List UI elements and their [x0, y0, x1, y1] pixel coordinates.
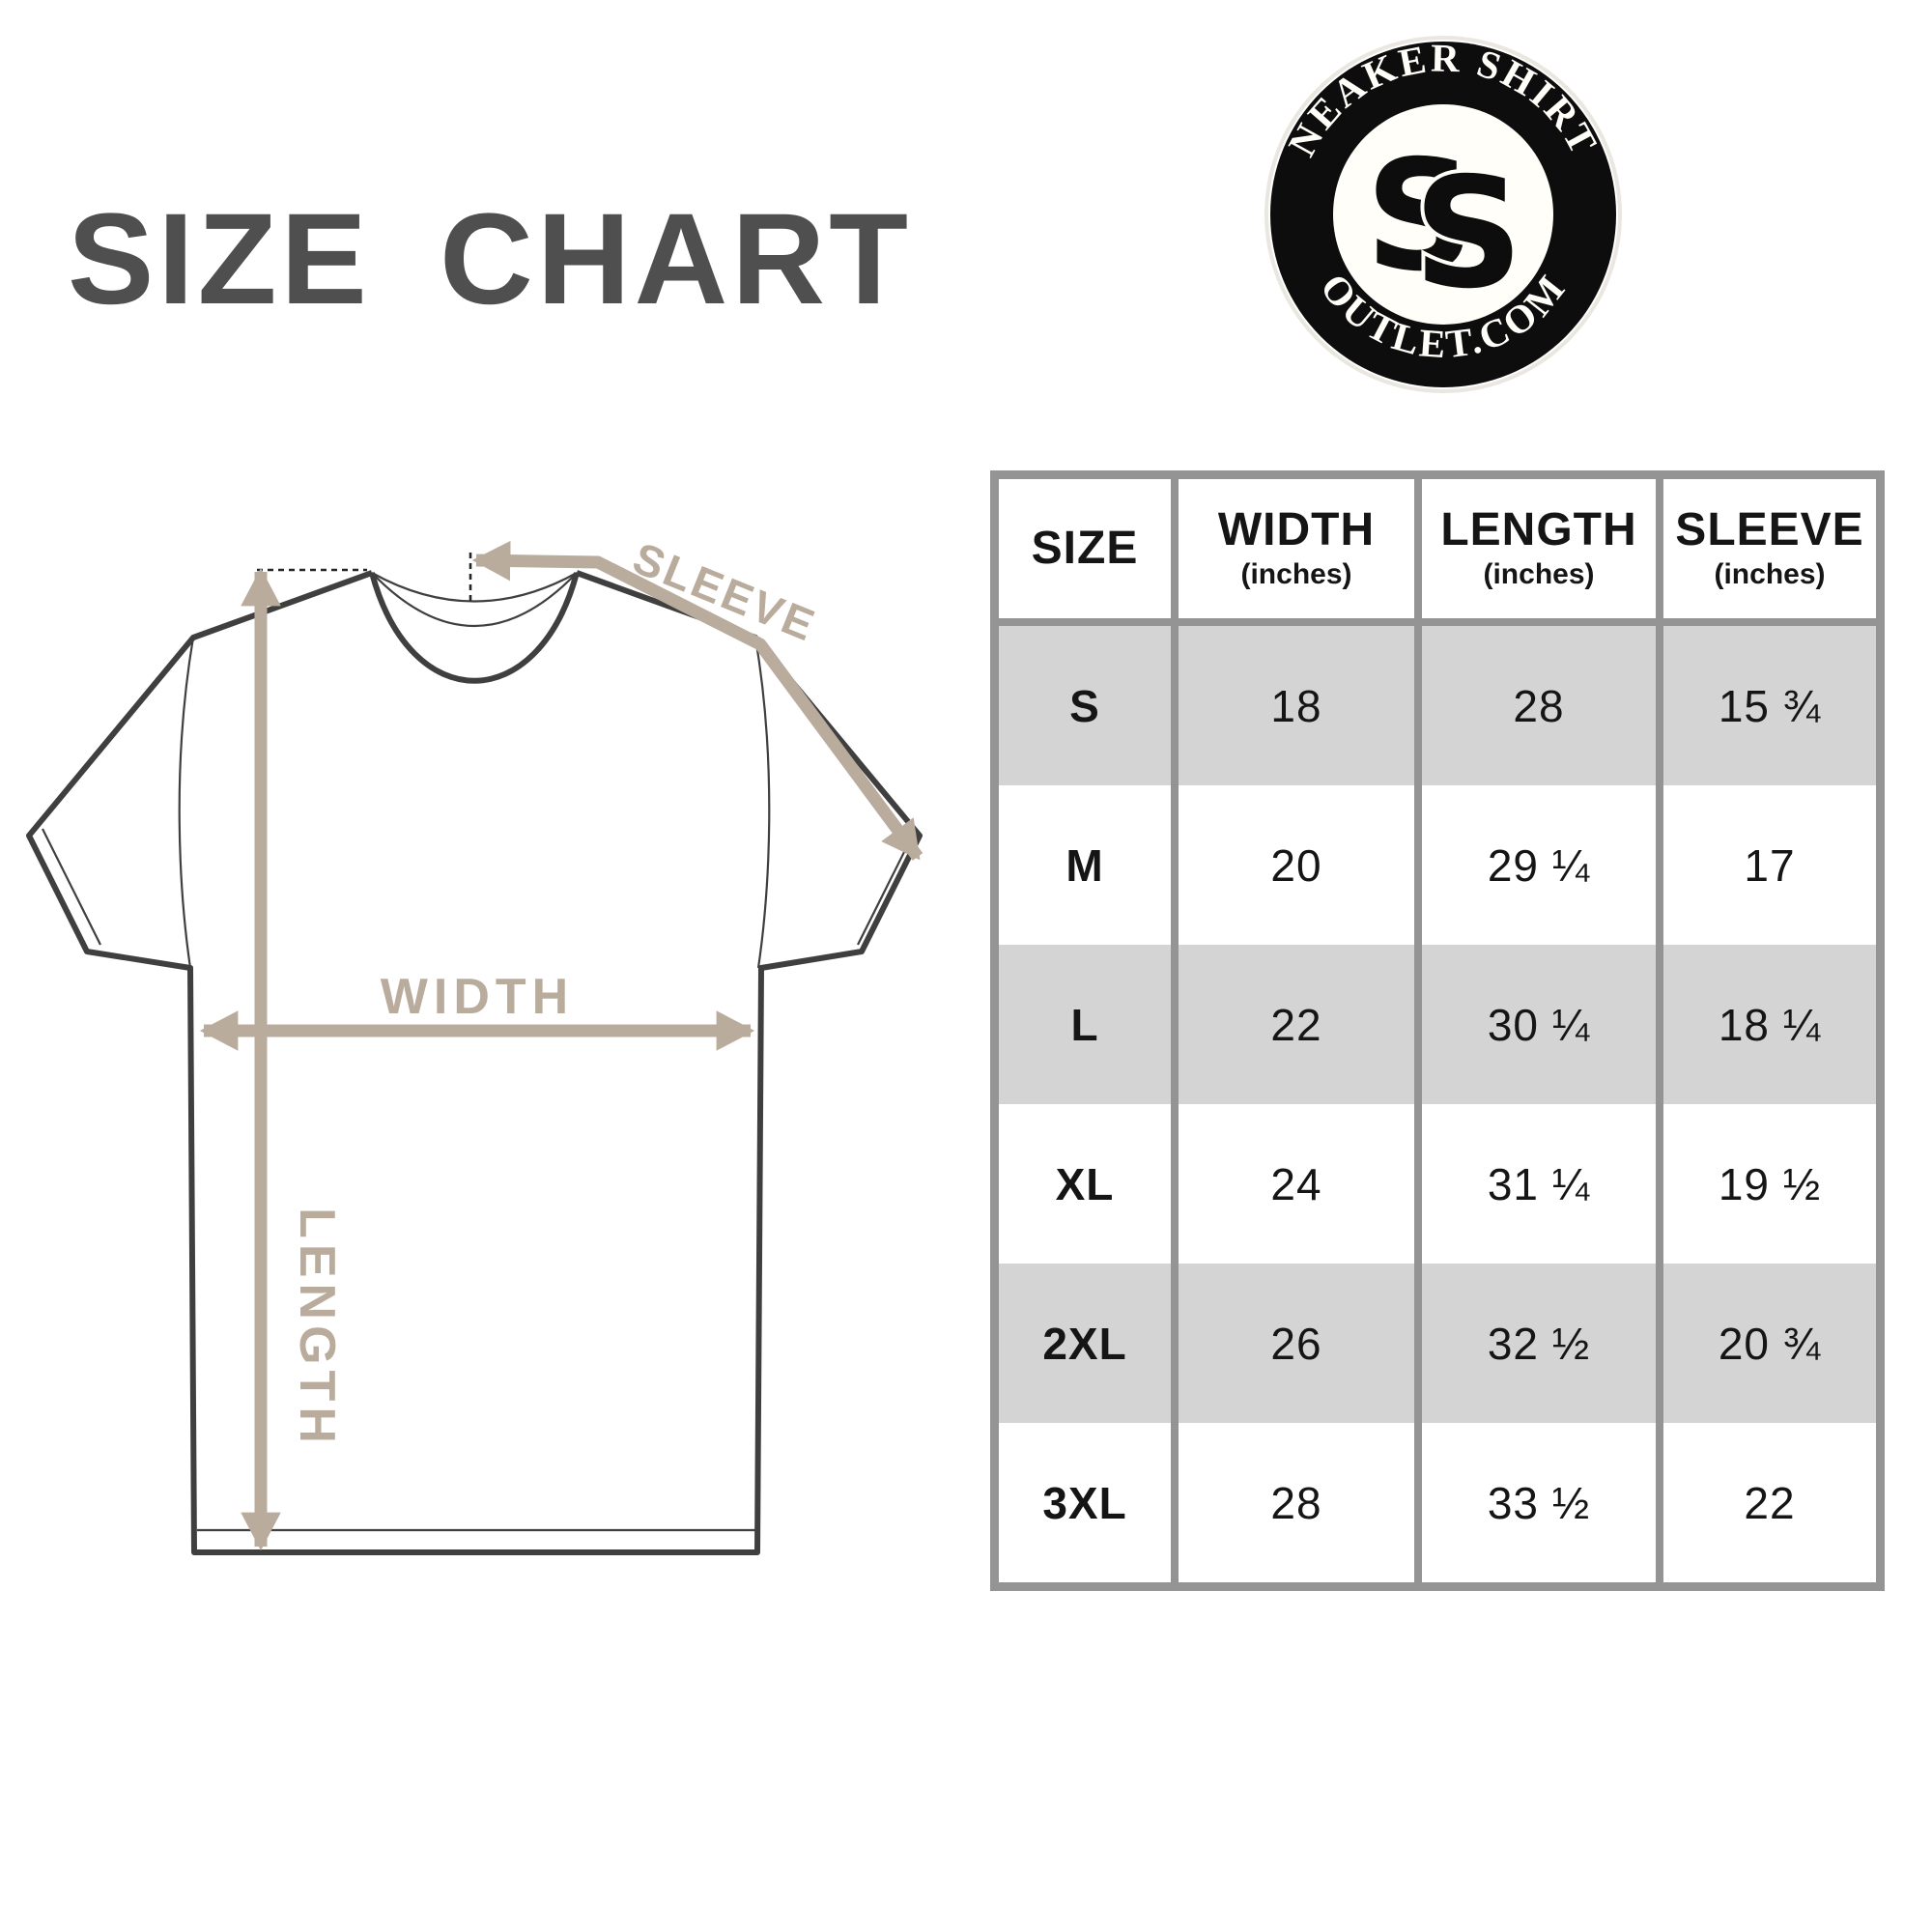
- row-3xl-width: 28: [1179, 1423, 1422, 1582]
- row-m-width: 20: [1179, 785, 1422, 945]
- header-width: WIDTH (inches): [1179, 479, 1422, 626]
- header-length-label: LENGTH: [1440, 503, 1637, 555]
- header-sleeve-label: SLEEVE: [1675, 503, 1864, 555]
- row-l-sleeve: 18 ¼: [1663, 945, 1876, 1104]
- row-3xl-sleeve: 22: [1744, 1477, 1796, 1528]
- logo-outer-edge: [1264, 36, 1622, 393]
- row-s-width: 18: [1179, 626, 1422, 785]
- logo-monogram-s1: S: [1365, 128, 1475, 305]
- header-width-label: WIDTH: [1217, 503, 1376, 555]
- header-length-sub: (inches): [1483, 558, 1595, 591]
- row-2xl-size: 2XL: [999, 1264, 1179, 1423]
- sleeve-arrow: [471, 540, 923, 861]
- brand-logo: SNEAKER SHIRTS OUTLET.COM S S: [1250, 19, 1622, 393]
- header-size: SIZE: [999, 479, 1179, 626]
- header-width-sub: (inches): [1240, 558, 1352, 591]
- width-label: WIDTH: [381, 969, 574, 1025]
- row-l-length: 30 ¼: [1422, 945, 1663, 1104]
- tshirt-body: [29, 573, 920, 1552]
- row-2xl-length: 32 ½: [1422, 1264, 1663, 1423]
- page-title: SIZE CHART: [68, 187, 912, 331]
- tshirt-diagram: WIDTH LENGTH SLEEVE: [26, 532, 923, 1555]
- row-s-size: S: [999, 626, 1179, 785]
- row-2xl-sleeve: 20 ¾: [1663, 1264, 1876, 1423]
- row-l-size: L: [999, 945, 1179, 1104]
- row-2xl-width: 26: [1179, 1264, 1422, 1423]
- row-s-length: 28: [1422, 626, 1663, 785]
- left-cuff-line: [42, 828, 101, 946]
- row-3xl-size: 3XL: [999, 1423, 1179, 1582]
- row-xl-length: 31 ¼: [1422, 1104, 1663, 1264]
- header-size-label: SIZE: [1031, 522, 1139, 574]
- length-label: LENGTH: [289, 1208, 345, 1449]
- row-s-sleeve: 15 ¾: [1663, 626, 1876, 785]
- row-xl-sleeve: 19 ½: [1718, 1158, 1822, 1209]
- row-m-length: 29 ¼: [1422, 785, 1663, 945]
- row-m-sleeve: 17: [1744, 839, 1796, 891]
- left-sleeve-seam: [178, 637, 195, 969]
- header-length: LENGTH (inches): [1422, 479, 1663, 626]
- row-3xl-length: 33 ½: [1422, 1423, 1663, 1582]
- row-l-width: 22: [1179, 945, 1422, 1104]
- row-xl-size: XL: [999, 1104, 1179, 1264]
- logo-monogram-s2: S: [1413, 145, 1523, 323]
- row-xl-width: 24: [1179, 1104, 1422, 1264]
- row-m-size: M: [999, 785, 1179, 945]
- logo-inner-circle: [1333, 104, 1553, 325]
- header-sleeve-sub: (inches): [1714, 558, 1826, 591]
- header-sleeve: SLEEVE (inches): [1663, 479, 1876, 626]
- size-table: SIZE WIDTH (inches) LENGTH (inches) SLEE…: [990, 470, 1885, 1591]
